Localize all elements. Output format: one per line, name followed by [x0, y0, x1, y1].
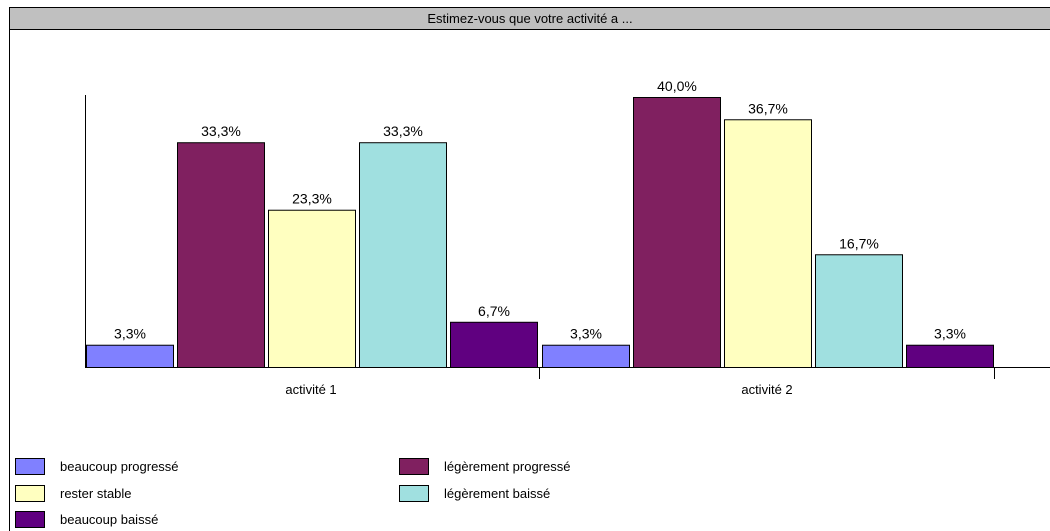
bar [906, 344, 994, 369]
data-label: 3,3% [934, 326, 966, 342]
data-label: 23,3% [292, 191, 332, 207]
x-tick-label: activité 1 [285, 382, 336, 397]
data-label: 33,3% [383, 123, 423, 139]
data-label: 33,3% [201, 123, 241, 139]
chart-frame [9, 7, 1050, 531]
legend-label: beaucoup baissé [60, 512, 159, 527]
legend-label: beaucoup progressé [60, 459, 179, 474]
bar [359, 142, 447, 368]
data-label: 3,3% [114, 326, 146, 342]
data-label: 16,7% [839, 235, 879, 251]
legend-label: légèrement progressé [444, 459, 571, 474]
data-label: 36,7% [748, 100, 788, 116]
legend-swatch [399, 485, 429, 502]
legend-label: rester stable [60, 486, 132, 501]
legend-swatch [15, 458, 45, 475]
chart-title-bar: Estimez-vous que votre activité a ... [10, 8, 1050, 30]
bar [177, 142, 265, 368]
legend-swatch [15, 485, 45, 502]
data-label: 6,7% [478, 303, 510, 319]
bar [633, 97, 721, 368]
bar [815, 254, 903, 368]
legend-label: légèrement baissé [444, 486, 551, 501]
legend-swatch [399, 458, 429, 475]
bar [450, 321, 538, 368]
bar [724, 119, 812, 369]
x-tick-label: activité 2 [741, 382, 792, 397]
bar [86, 344, 174, 369]
data-label: 3,3% [570, 326, 602, 342]
bar [268, 209, 356, 368]
data-label: 40,0% [657, 78, 697, 94]
bar [542, 344, 630, 369]
chart-title: Estimez-vous que votre activité a ... [427, 11, 633, 26]
legend-swatch [15, 511, 45, 528]
